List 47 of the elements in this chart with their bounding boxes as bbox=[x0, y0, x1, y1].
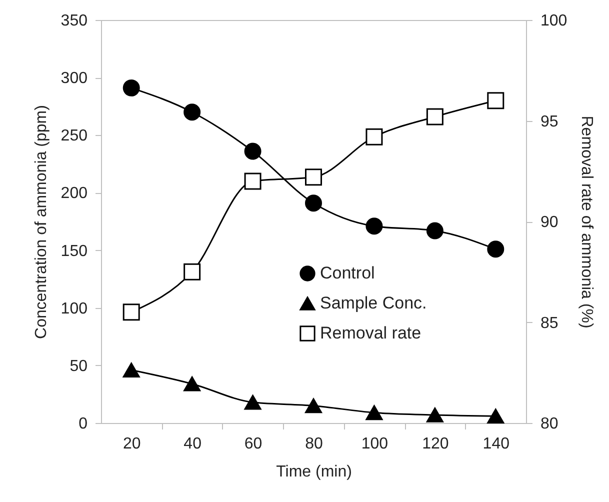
point bbox=[305, 194, 322, 212]
x-tick-label: 140 bbox=[482, 436, 510, 452]
y2-tick-label: 95 bbox=[540, 113, 558, 130]
y-tick-label: 200 bbox=[60, 185, 88, 202]
y-axis-title: Concentration of ammonia (ppm) bbox=[32, 105, 50, 339]
point bbox=[426, 108, 444, 126]
y-tick-label: 150 bbox=[60, 242, 88, 260]
y2-axis-title: Removal rate of ammonia (%) bbox=[578, 116, 596, 328]
x-tick-label: 40 bbox=[184, 436, 202, 452]
point bbox=[122, 362, 140, 378]
legend-label: Removal rate bbox=[320, 324, 422, 342]
x-axis-title: Time (min) bbox=[276, 464, 352, 480]
x-tick-label: 100 bbox=[361, 436, 388, 452]
point bbox=[366, 405, 383, 420]
y-tick-label: 50 bbox=[70, 358, 88, 375]
y-tick-label: 0 bbox=[78, 416, 88, 432]
point bbox=[305, 398, 322, 414]
point bbox=[184, 104, 201, 121]
x-tick-label: 60 bbox=[244, 436, 262, 452]
y2-tick-label: 80 bbox=[540, 416, 558, 432]
y-tick-label: 250 bbox=[60, 128, 88, 145]
point bbox=[184, 263, 201, 280]
y-tick-label: 100 bbox=[60, 300, 88, 318]
y2-tick-label: 100 bbox=[540, 12, 568, 30]
y-tick-label: 300 bbox=[60, 70, 88, 88]
point bbox=[244, 142, 262, 160]
point bbox=[366, 128, 383, 146]
point bbox=[122, 79, 140, 96]
point bbox=[487, 92, 504, 110]
point bbox=[244, 394, 262, 410]
point bbox=[487, 240, 504, 258]
point bbox=[426, 222, 444, 240]
point bbox=[487, 408, 504, 424]
x-tick-label: 120 bbox=[422, 436, 449, 452]
point bbox=[305, 168, 322, 186]
legend-label: Control bbox=[320, 264, 375, 282]
y-tick-label: 350 bbox=[60, 12, 88, 30]
x-tick-label: 80 bbox=[305, 436, 323, 452]
point bbox=[426, 407, 444, 422]
point bbox=[244, 172, 262, 190]
y2-tick-label: 85 bbox=[540, 314, 558, 332]
point bbox=[184, 376, 201, 392]
legend-label: Sample Conc. bbox=[320, 294, 427, 312]
y2-tick-label: 90 bbox=[540, 214, 558, 231]
x-tick-label: 20 bbox=[122, 436, 141, 452]
point bbox=[122, 304, 140, 321]
point bbox=[366, 218, 383, 235]
